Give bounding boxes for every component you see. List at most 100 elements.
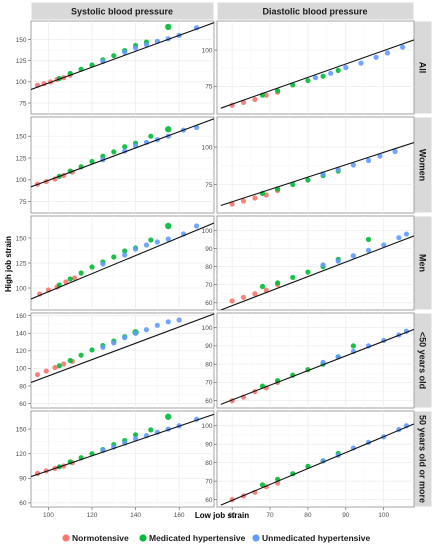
row-strips: All Women Men <50 years old 50 years old… [413,20,433,508]
point-unmedicated [343,64,349,71]
y-tick-label: 150 [16,134,27,141]
point-unmedicated [143,242,150,248]
x-axes: 100 120 140 160 60 70 80 90 100 [43,507,389,519]
y-tick-label: 150 [16,37,27,44]
column-strips: Systolic blood pressure Diastolic blood … [30,1,415,21]
point-unmedicated [143,42,150,48]
y-tick-label: 70 [205,478,213,485]
fit-line [31,22,214,90]
point-medicated [320,73,326,79]
y-tick-label: 90 [205,442,213,449]
x-tick-label: 140 [130,512,141,519]
point-unmedicated [154,239,160,245]
fit-line [31,118,214,188]
point-medicated [365,236,372,243]
panel-diastolic-50plus: 60 70 80 90 100 [202,410,415,508]
point-unmedicated [132,330,139,336]
point-normotensive [263,287,269,293]
facet-panels: 75 100 125 150 75 100 75 100 125 150 75 100 100 125 15… [16,20,415,508]
x-axis-title: Low job strain [195,511,249,520]
point-medicated [122,248,128,254]
point-medicated [148,133,154,139]
point-medicated [89,264,95,270]
point-medicated [305,77,311,84]
column-strip-systolic [30,1,215,21]
column-label-diastolic: Diastolic blood pressure [262,7,367,17]
point-medicated [165,126,172,133]
y-tick-label: 70 [205,282,213,289]
point-unmedicated [328,70,334,76]
point-unmedicated [350,162,356,168]
point-unmedicated [165,319,171,325]
y-tick-label: 60 [205,300,213,307]
y-tick-label: 100 [16,366,27,373]
panel-systolic-women: 75 100 125 150 [16,116,215,214]
y-tick-label: 120 [16,451,27,458]
point-unmedicated [403,231,410,237]
panel-systolic-50plus-background [30,410,215,508]
point-unmedicated [122,252,128,258]
point-medicated [67,276,73,282]
legend: Normotensive Medicated hypertensive Unme… [62,533,370,543]
fit-line [220,235,414,310]
point-medicated [148,427,154,433]
column-label-systolic: Systolic blood pressure [71,7,173,17]
y-tick-label: 125 [16,155,27,162]
point-unmedicated [365,157,372,164]
point-normotensive [240,198,247,204]
y-tick-label: 75 [205,84,213,91]
point-unmedicated [365,247,372,253]
y-tick-label: 90 [205,246,213,253]
point-medicated [165,222,172,230]
point-normotensive [252,291,258,297]
y-tick-label: 80 [205,361,213,368]
y-tick-label: 90 [205,343,213,350]
point-unmedicated [122,335,128,341]
legend-swatch-normotensive [62,534,70,542]
panel-diastolic-women: 75 100 [202,116,415,214]
y-tick-label: 75 [19,100,27,107]
x-tick-label: 100 [378,512,389,519]
row-label-all: All [418,62,428,74]
y-tick-label: 100 [16,177,27,184]
panel-diastolic-under50: 60 70 80 90 100 [202,312,415,409]
point-medicated [122,144,128,150]
y-tick-label: 150 [16,426,27,433]
y-tick-label: 125 [16,260,27,267]
panel-systolic-men: 100 125 150 [16,215,215,311]
panel-systolic-all-background [30,20,215,115]
point-unmedicated [122,49,128,55]
y-tick-label: 160 [16,313,27,320]
point-unmedicated [320,262,326,268]
point-medicated [165,413,172,420]
point-medicated [335,67,341,74]
point-unmedicated [392,148,398,155]
y-tick-label: 125 [16,58,27,65]
point-medicated [305,269,311,275]
x-tick-label: 70 [266,512,274,519]
row-label-under50: <50 years old [418,332,428,389]
point-medicated [259,283,266,290]
point-unmedicated [143,327,150,333]
fit-line [31,222,214,300]
point-normotensive [229,298,235,304]
panel-systolic-under50-background [30,312,215,409]
fit-line [220,328,414,405]
panel-diastolic-all: 75 100 [202,20,415,115]
y-tick-label: 75 [19,199,27,206]
point-normotensive [63,279,69,285]
y-tick-label: 60 [205,497,213,504]
point-normotensive [71,275,78,281]
point-medicated [89,347,95,353]
y-tick-label: 60 [205,398,213,405]
legend-label-medicated: Medicated hypertensive [149,533,246,543]
point-medicated [56,363,62,369]
point-medicated [275,280,281,286]
point-medicated [259,482,266,488]
x-tick-label: 90 [342,512,350,519]
x-tick-label: 80 [304,512,312,519]
legend-label-unmedicated: Unmedicated hypertensive [262,533,370,543]
point-unmedicated [373,54,379,60]
point-unmedicated [400,44,406,50]
